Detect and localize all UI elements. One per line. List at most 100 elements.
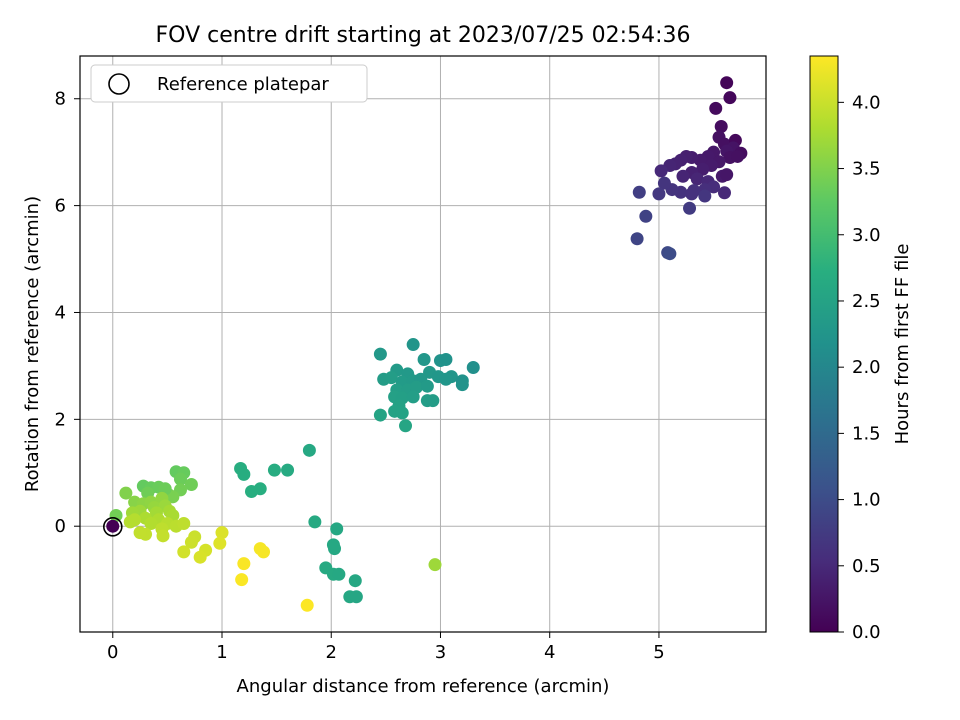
data-point xyxy=(193,550,207,564)
colorbar-tick-label: 0.0 xyxy=(852,622,881,643)
chart-title: FOV centre drift starting at 2023/07/25 … xyxy=(156,23,691,48)
data-point xyxy=(428,558,442,572)
data-point xyxy=(373,347,387,361)
colorbar-tick-label: 3.5 xyxy=(852,159,881,180)
data-point xyxy=(106,519,120,533)
data-point xyxy=(723,91,737,105)
legend-label: Reference platepar xyxy=(157,74,329,95)
data-point xyxy=(119,486,133,500)
data-point xyxy=(663,247,677,261)
data-point xyxy=(235,573,249,587)
data-point xyxy=(685,187,699,201)
data-point xyxy=(657,176,671,190)
data-point xyxy=(466,361,480,375)
data-point xyxy=(302,443,316,457)
x-tick-label: 0 xyxy=(107,642,118,663)
data-point xyxy=(406,390,420,404)
data-point xyxy=(690,172,704,186)
colorbar-tick-label: 2.5 xyxy=(852,291,881,312)
x-axis-ticks: 0 1 2 3 4 5 xyxy=(107,632,665,663)
data-point xyxy=(267,463,281,477)
data-point xyxy=(133,526,147,540)
data-point xyxy=(144,517,158,531)
y-tick-label: 0 xyxy=(55,516,66,537)
data-point xyxy=(237,557,251,571)
legend: Reference platepar xyxy=(90,64,368,103)
data-point xyxy=(717,186,731,200)
data-point xyxy=(109,509,123,523)
data-point xyxy=(731,149,745,163)
data-point xyxy=(709,101,723,115)
data-point xyxy=(426,394,440,408)
data-points xyxy=(106,76,748,612)
data-point xyxy=(698,189,712,203)
data-point xyxy=(630,232,644,246)
y-tick-label: 2 xyxy=(55,409,66,430)
x-tick-label: 5 xyxy=(653,642,664,663)
data-point xyxy=(720,168,734,182)
data-point xyxy=(399,419,413,433)
legend-box xyxy=(90,64,368,103)
data-point xyxy=(332,567,346,581)
data-point xyxy=(676,169,690,183)
data-point xyxy=(173,472,187,486)
colorbar-tick-label: 4.0 xyxy=(852,92,881,113)
x-tick-label: 1 xyxy=(216,642,227,663)
data-point xyxy=(406,338,420,352)
data-point xyxy=(417,352,431,366)
data-point xyxy=(215,526,229,540)
y-tick-label: 6 xyxy=(55,196,66,217)
colorbar xyxy=(809,55,839,633)
data-point xyxy=(245,484,258,498)
colorbar-tick-label: 3.0 xyxy=(852,225,881,246)
y-tick-label: 8 xyxy=(55,89,66,110)
data-point xyxy=(439,352,453,366)
data-point xyxy=(281,463,295,477)
colorbar-tick-label: 2.0 xyxy=(852,357,881,378)
data-point xyxy=(395,406,409,420)
data-point xyxy=(349,590,363,604)
y-tick-label: 4 xyxy=(55,302,66,323)
plot-frame xyxy=(79,55,767,633)
x-tick-label: 3 xyxy=(435,642,446,663)
data-point xyxy=(720,76,734,90)
data-point xyxy=(420,379,434,393)
data-point xyxy=(184,478,198,492)
data-point xyxy=(330,522,344,536)
colorbar-ticks: 0.0 0.5 1.0 1.5 2.0 2.5 3.0 3.5 4.0 xyxy=(838,92,881,643)
data-point xyxy=(177,545,191,559)
x-tick-label: 2 xyxy=(326,642,337,663)
data-point xyxy=(328,542,342,556)
colorbar-tick-label: 1.5 xyxy=(852,423,881,444)
legend-marker xyxy=(108,73,130,95)
data-point xyxy=(384,371,398,385)
data-point xyxy=(213,536,227,550)
data-point xyxy=(639,209,653,223)
x-tick-label: 4 xyxy=(544,642,555,663)
data-point xyxy=(156,529,170,543)
data-point xyxy=(652,187,666,201)
data-point xyxy=(683,201,697,215)
data-point xyxy=(237,467,251,481)
data-point xyxy=(308,515,322,529)
data-point xyxy=(348,574,362,588)
data-point xyxy=(257,545,271,559)
y-axis-label: Rotation from reference (arcmin) xyxy=(22,196,43,492)
data-point xyxy=(696,162,710,176)
data-point xyxy=(439,372,453,386)
y-axis-ticks: 0 2 4 6 8 xyxy=(55,89,80,537)
data-point xyxy=(128,513,142,527)
data-point xyxy=(714,120,728,134)
data-point xyxy=(632,185,646,199)
data-point xyxy=(177,517,191,531)
data-point xyxy=(373,408,387,422)
data-point xyxy=(654,164,668,178)
data-point xyxy=(184,535,198,549)
reference-marker xyxy=(103,516,123,537)
data-point xyxy=(455,378,469,392)
colorbar-tick-label: 1.0 xyxy=(852,490,881,511)
colorbar-tick-label: 0.5 xyxy=(852,556,881,577)
colorbar-label: Hours from first FF file xyxy=(892,244,913,445)
data-point xyxy=(300,598,314,612)
